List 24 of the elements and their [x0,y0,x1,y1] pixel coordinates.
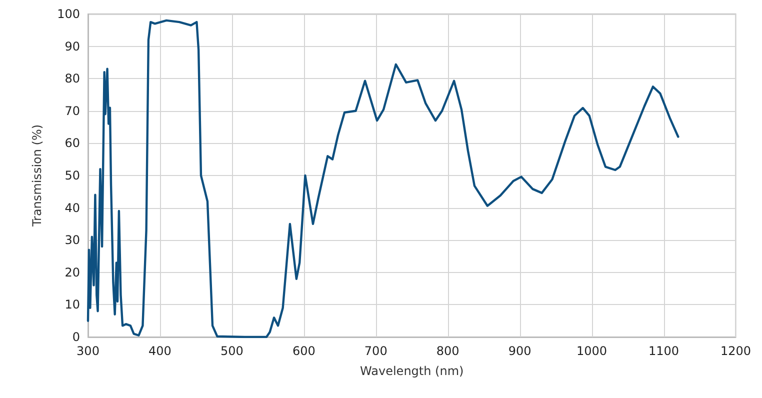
x-tick-label: 400 [148,344,172,358]
x-tick-label: 300 [76,344,100,358]
x-tick-label: 1100 [648,344,680,358]
y-tick-label: 50 [64,168,80,182]
line-series [86,19,680,338]
x-tick-label: 1200 [720,344,752,358]
y-tick-label: 40 [64,200,80,215]
y-tick-label: 10 [64,298,80,312]
x-tick-label: 500 [220,344,244,358]
y-tick-label: 80 [64,72,80,86]
x-tick-label: 800 [436,344,460,358]
x-tick-label: 600 [292,344,316,358]
x-axis-title: Wavelength (nm) [360,364,464,378]
y-tick-label: 20 [64,265,80,280]
y-tick-label: 90 [64,39,80,54]
y-tick-label: 70 [64,104,80,118]
y-tick-label: 100 [57,7,80,21]
y-tick-label: 0 [72,330,80,344]
y-tick-label: 60 [64,136,80,150]
y-axis-title: Transmission (%) [30,124,44,228]
y-tick-label: 30 [64,233,80,248]
x-tick-label: 700 [364,344,388,358]
x-tick-label: 900 [508,344,532,358]
x-tick-label: 1000 [576,344,608,358]
